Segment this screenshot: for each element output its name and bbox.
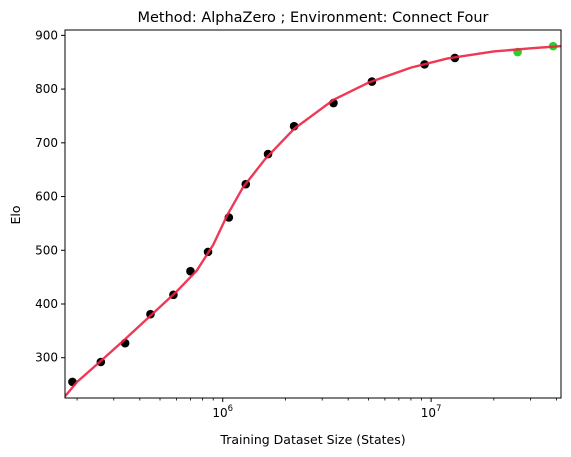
y-tick-label-900: 900 <box>35 28 58 42</box>
x-axis-label: Training Dataset Size (States) <box>219 432 405 447</box>
y-tick-label-300: 300 <box>35 351 58 365</box>
y-axis-label: Elo <box>8 205 23 224</box>
y-tick-label-700: 700 <box>35 136 58 150</box>
data-point-0-9 <box>263 149 273 159</box>
x-tick-label-7: 107 <box>421 404 442 420</box>
y-tick-label-500: 500 <box>35 243 58 257</box>
plot-marks <box>65 41 561 398</box>
y-tick-label-800: 800 <box>35 82 58 96</box>
plot-frame <box>64 29 562 399</box>
y-tick-label-400: 400 <box>35 297 58 311</box>
y-tick-label-600: 600 <box>35 190 58 204</box>
fit-line <box>65 44 561 398</box>
chart-title: Method: AlphaZero ; Environment: Connect… <box>137 10 488 26</box>
ticks: 300 400 500 600 700 800 900 106 107 <box>35 28 557 420</box>
x-tick-label-6: 106 <box>212 404 233 420</box>
axes <box>64 29 562 399</box>
